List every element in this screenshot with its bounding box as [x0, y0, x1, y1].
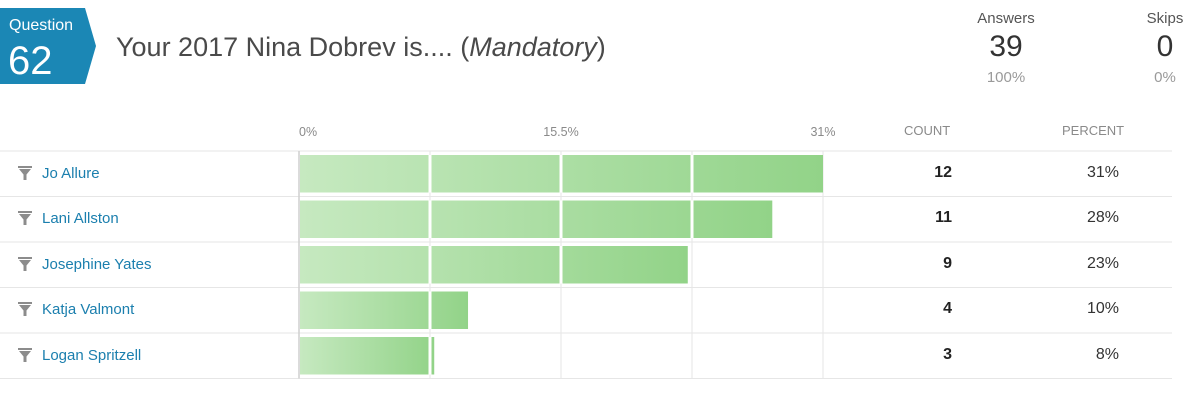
filter-icon[interactable] [18, 165, 32, 181]
answer-label[interactable]: Josephine Yates [42, 255, 152, 273]
filter-icon[interactable] [18, 302, 32, 317]
tick-label: 31% [810, 125, 835, 139]
answers-label: Answers [977, 10, 1035, 27]
bar-chart: 0% 15.5% 31% [0, 125, 1172, 379]
answer-label[interactable]: Jo Allure [42, 164, 100, 182]
filter-icon[interactable] [18, 256, 32, 272]
bar [300, 200, 773, 238]
question-title-text: Your 2017 Nina Dobrev is.... [116, 32, 453, 62]
filter-icon[interactable] [18, 347, 32, 363]
percent-value: 23% [1086, 254, 1119, 272]
count-value: 4 [943, 300, 952, 318]
bar [300, 246, 688, 284]
skips-value: 0 [1156, 30, 1174, 63]
percent-value: 31% [1086, 163, 1119, 181]
skips-label: Skips [1146, 10, 1184, 27]
answer-label[interactable]: Lani Allston [42, 210, 119, 228]
percent-value: 8% [1095, 345, 1119, 363]
question-label: Question [9, 17, 74, 34]
count-value: 3 [943, 345, 952, 363]
count-value: 12 [934, 163, 952, 181]
count-column-header: COUNT [904, 123, 951, 138]
question-number: 62 [8, 39, 53, 83]
answers-percent: 100% [986, 69, 1026, 86]
skips-stat: Skips 0 0% [1130, 10, 1200, 86]
question-badge: Question 62 [0, 8, 96, 84]
percent-value: 28% [1086, 209, 1119, 227]
percent-column-header: PERCENT [1062, 123, 1125, 138]
count-value: 9 [943, 254, 952, 272]
tick-label: 0% [299, 125, 317, 139]
question-title: Your 2017 Nina Dobrev is.... (Mandatory) [116, 32, 606, 62]
answer-label[interactable]: Logan Spritzell [42, 346, 142, 364]
answers-stat: Answers 39 100% [968, 10, 1044, 86]
bar [300, 337, 435, 375]
skips-percent: 0% [1154, 69, 1176, 86]
percent-value: 10% [1086, 300, 1119, 318]
answer-label[interactable]: Katja Valmont [42, 301, 135, 319]
count-value: 11 [935, 209, 952, 227]
bar [300, 291, 469, 329]
tick-label: 15.5% [543, 125, 578, 139]
mandatory-label: Mandatory [469, 32, 597, 62]
answers-value: 39 [989, 30, 1023, 63]
filter-icon[interactable] [18, 211, 32, 226]
